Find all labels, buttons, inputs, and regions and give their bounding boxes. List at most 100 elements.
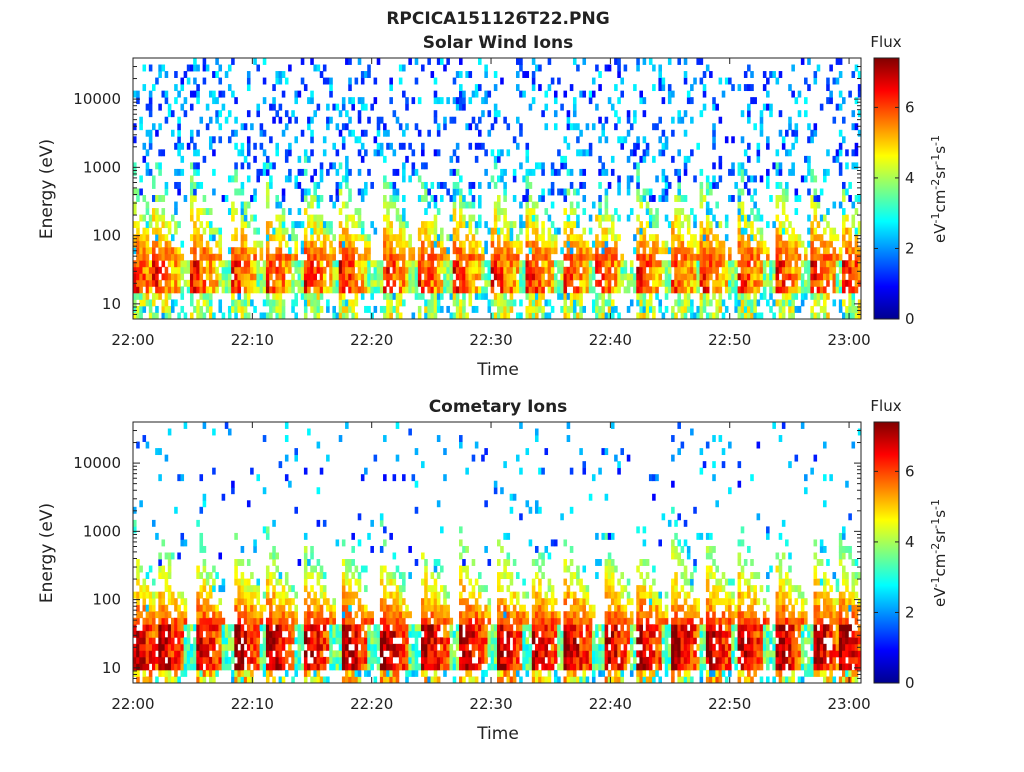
heatmap-cell [848,260,852,267]
heatmap-cell [617,189,621,196]
heatmap-cell [332,247,336,254]
heatmap-cell [456,182,460,189]
heatmap-cell [348,306,352,313]
heatmap-cell [285,254,289,261]
heatmap-cell [218,65,222,72]
heatmap-cell [529,104,533,111]
heatmap-cell [389,241,393,248]
heatmap-cell [149,676,153,683]
heatmap-cell [209,221,213,228]
heatmap-cell [361,234,365,241]
heatmap-cell [437,254,441,261]
heatmap-cell [304,572,308,579]
heatmap-cell [342,618,346,625]
heatmap-cell [247,592,251,599]
heatmap-cell [826,169,830,176]
heatmap-cell [348,579,352,586]
heatmap-cell [475,123,479,130]
heatmap-cell [370,644,374,651]
heatmap-cell [285,110,289,117]
heatmap-cell [776,162,780,169]
heatmap-cell [155,221,159,228]
heatmap-cell [598,221,602,228]
heatmap-cell [234,579,238,586]
heatmap-cell [196,611,200,618]
heatmap-cell [852,267,856,274]
heatmap-cell [801,273,805,280]
heatmap-cell [336,312,340,319]
heatmap-cell [469,202,473,209]
heatmap-cell [652,280,656,287]
heatmap-cell [206,637,210,644]
heatmap-cell [298,182,302,189]
heatmap-cell [690,241,694,248]
heatmap-cell [288,611,292,618]
heatmap-cell [386,312,390,319]
heatmap-cell [180,474,184,481]
heatmap-cell [367,273,371,280]
heatmap-cell [386,130,390,137]
heatmap-cell [174,644,178,651]
heatmap-cell [367,533,371,540]
heatmap-cell [180,78,184,85]
heatmap-cell [427,130,431,137]
heatmap-cell [396,312,400,319]
heatmap-cell [196,280,200,287]
heatmap-cell [228,110,232,117]
heatmap-cell [218,657,222,664]
heatmap-cell [693,286,697,293]
heatmap-cell [649,215,653,222]
heatmap-cell [250,260,254,267]
heatmap-cell [279,676,283,683]
heatmap-cell [522,91,526,98]
heatmap-cell [348,78,352,85]
heatmap-cell [472,91,476,98]
heatmap-cell [282,598,286,605]
heatmap-cell [563,267,567,274]
heatmap-cell [810,221,814,228]
heatmap-cell [703,267,707,274]
heatmap-cell [456,247,460,254]
heatmap-cell [690,84,694,91]
heatmap-cell [639,97,643,104]
heatmap-cell [149,598,153,605]
heatmap-cell [168,657,172,664]
heatmap-cell [453,149,457,156]
heatmap-cell [760,273,764,280]
heatmap-cell [196,169,200,176]
heatmap-cell [361,293,365,300]
heatmap-cell [396,650,400,657]
heatmap-cell [320,631,324,638]
heatmap-cell [687,293,691,300]
heatmap-cell [374,455,378,462]
heatmap-cell [234,299,238,306]
heatmap-cell [576,202,580,209]
heatmap-cell [544,260,548,267]
heatmap-cell [342,598,346,605]
heatmap-cell [155,195,159,202]
heatmap-cell [212,149,216,156]
heatmap-cell [402,221,406,228]
heatmap-cell [396,605,400,612]
heatmap-cell [294,507,298,514]
heatmap-cell [374,97,378,104]
heatmap-cell [393,110,397,117]
heatmap-cell [361,143,365,150]
heatmap-cell [488,91,492,98]
heatmap-cell [345,234,349,241]
heatmap-cell [317,657,321,664]
heatmap-cell [282,657,286,664]
heatmap-cell [763,260,767,267]
heatmap-cell [760,312,764,319]
heatmap-cell [222,663,226,670]
heatmap-cell [143,637,147,644]
heatmap-cell [218,234,222,241]
heatmap-cell [839,280,843,287]
heatmap-cell [529,169,533,176]
heatmap-cell [310,175,314,182]
heatmap-cell [684,156,688,163]
heatmap-cell [136,267,140,274]
heatmap-cell [389,592,393,599]
heatmap-cell [589,149,593,156]
heatmap-cell [744,260,748,267]
